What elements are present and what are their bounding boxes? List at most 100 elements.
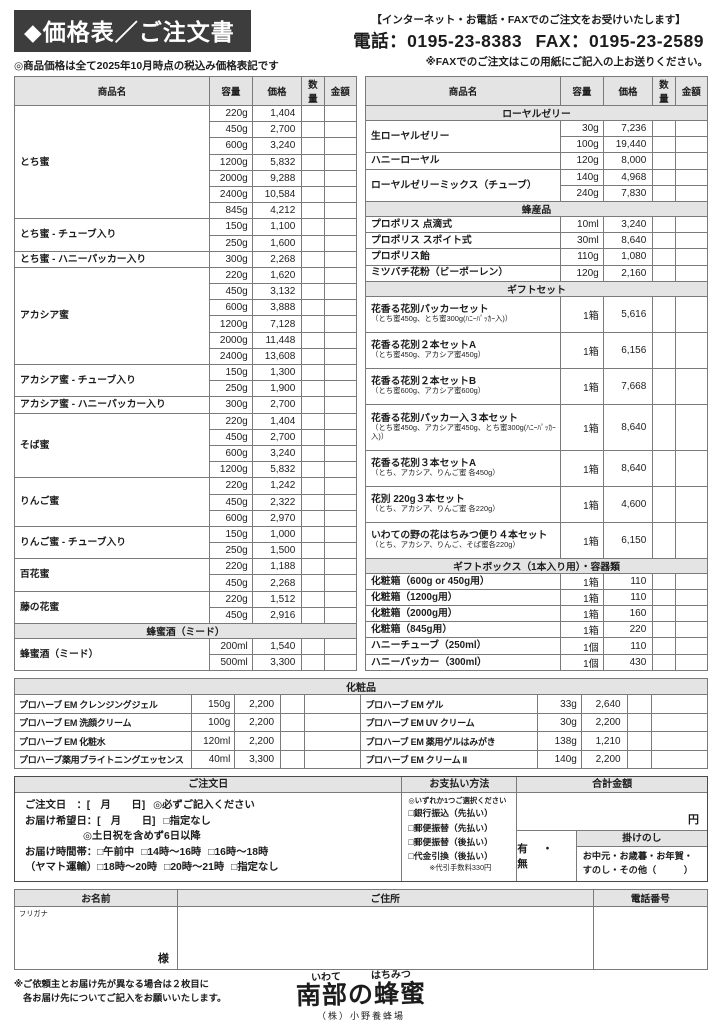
amount-input-cell[interactable] xyxy=(323,428,357,446)
noshi-yes-no-choice[interactable]: 有 ・ 無 xyxy=(517,831,577,882)
quantity-input-cell[interactable] xyxy=(626,749,652,770)
checkbox-delivery-time[interactable]: □指定なし xyxy=(231,862,279,874)
quantity-input-cell[interactable] xyxy=(301,331,325,349)
quantity-input-cell[interactable] xyxy=(301,250,325,268)
quantity-input-cell[interactable] xyxy=(652,331,676,369)
amount-input-cell[interactable] xyxy=(323,493,357,511)
amount-input-cell[interactable] xyxy=(304,694,362,714)
quantity-input-cell[interactable] xyxy=(301,396,325,414)
quantity-input-cell[interactable] xyxy=(301,299,325,317)
amount-input-cell[interactable] xyxy=(674,168,708,186)
delivery-wish-blank[interactable]: [ 月 日] xyxy=(97,815,156,827)
amount-input-cell[interactable] xyxy=(650,712,709,733)
quantity-input-cell[interactable] xyxy=(301,509,325,527)
amount-input-cell[interactable] xyxy=(323,380,357,398)
amount-input-cell[interactable] xyxy=(323,104,357,123)
amount-input-cell[interactable] xyxy=(304,712,362,733)
amount-input-cell[interactable] xyxy=(323,202,357,220)
amount-input-cell[interactable] xyxy=(674,485,708,523)
quantity-input-cell[interactable] xyxy=(301,283,325,301)
quantity-input-cell[interactable] xyxy=(652,168,676,186)
noshi-type-text[interactable]: お中元・お歳暮・お年賀・ すのし・その他（ ） xyxy=(577,847,707,881)
checkbox-delivery-time[interactable]: □18時～20時 xyxy=(97,862,158,874)
quantity-input-cell[interactable] xyxy=(301,185,325,204)
quantity-input-cell[interactable] xyxy=(652,136,676,154)
quantity-input-cell[interactable] xyxy=(301,590,325,608)
amount-input-cell[interactable] xyxy=(674,605,708,623)
quantity-input-cell[interactable] xyxy=(301,104,325,123)
amount-input-cell[interactable] xyxy=(323,654,357,672)
amount-input-cell[interactable] xyxy=(323,606,357,625)
quantity-input-cell[interactable] xyxy=(301,654,325,672)
amount-input-cell[interactable] xyxy=(674,572,708,590)
quantity-input-cell[interactable] xyxy=(652,295,676,333)
amount-input-cell[interactable] xyxy=(323,347,357,366)
checkbox-payment-option[interactable]: □郵便振替（後払い） xyxy=(408,836,493,847)
quantity-input-cell[interactable] xyxy=(652,184,676,202)
quantity-input-cell[interactable] xyxy=(301,428,325,446)
amount-input-cell[interactable] xyxy=(674,449,708,487)
amount-input-cell[interactable] xyxy=(323,558,357,576)
quantity-input-cell[interactable] xyxy=(280,731,306,751)
amount-input-cell[interactable] xyxy=(674,621,708,639)
amount-input-cell[interactable] xyxy=(323,396,357,414)
amount-input-cell[interactable] xyxy=(674,588,708,607)
checkbox-payment-option[interactable]: □郵便振替（先払い） xyxy=(408,822,493,833)
quantity-input-cell[interactable] xyxy=(652,572,676,590)
quantity-input-cell[interactable] xyxy=(652,248,676,266)
quantity-input-cell[interactable] xyxy=(301,266,325,285)
quantity-input-cell[interactable] xyxy=(652,215,676,234)
amount-input-cell[interactable] xyxy=(674,367,708,405)
amount-input-cell[interactable] xyxy=(323,412,357,430)
amount-input-cell[interactable] xyxy=(323,218,357,236)
quantity-input-cell[interactable] xyxy=(280,694,306,714)
quantity-input-cell[interactable] xyxy=(652,621,676,639)
order-date-blank[interactable]: [ 月 日] xyxy=(86,800,146,812)
amount-input-cell[interactable] xyxy=(674,637,708,655)
quantity-input-cell[interactable] xyxy=(301,153,325,171)
amount-input-cell[interactable] xyxy=(674,295,708,333)
amount-input-cell[interactable] xyxy=(323,461,357,479)
quantity-input-cell[interactable] xyxy=(301,525,325,544)
quantity-input-cell[interactable] xyxy=(280,749,306,770)
amount-input-cell[interactable] xyxy=(674,232,708,250)
quantity-input-cell[interactable] xyxy=(652,403,676,451)
amount-input-cell[interactable] xyxy=(323,363,357,382)
quantity-input-cell[interactable] xyxy=(301,121,325,139)
amount-input-cell[interactable] xyxy=(674,653,708,671)
quantity-input-cell[interactable] xyxy=(301,477,325,495)
amount-input-cell[interactable] xyxy=(674,248,708,266)
quantity-input-cell[interactable] xyxy=(301,574,325,592)
quantity-input-cell[interactable] xyxy=(301,169,325,187)
checkbox-no-preference-date[interactable]: □指定なし xyxy=(163,815,211,827)
amount-input-cell[interactable] xyxy=(674,521,708,559)
quantity-input-cell[interactable] xyxy=(652,521,676,559)
amount-input-cell[interactable] xyxy=(304,749,362,770)
amount-input-cell[interactable] xyxy=(674,403,708,451)
amount-input-cell[interactable] xyxy=(323,315,357,333)
amount-input-cell[interactable] xyxy=(323,574,357,592)
amount-input-cell[interactable] xyxy=(650,749,709,770)
amount-input-cell[interactable] xyxy=(650,731,709,751)
quantity-input-cell[interactable] xyxy=(301,444,325,463)
checkbox-delivery-time[interactable]: □16時～18時 xyxy=(208,846,269,858)
amount-input-cell[interactable] xyxy=(323,637,357,656)
quantity-input-cell[interactable] xyxy=(626,694,652,714)
checkbox-delivery-time[interactable]: □14時～16時 xyxy=(141,846,202,858)
total-amount-input-box[interactable]: 円 xyxy=(517,793,707,832)
amount-input-cell[interactable] xyxy=(323,121,357,139)
amount-input-cell[interactable] xyxy=(323,169,357,187)
amount-input-cell[interactable] xyxy=(674,136,708,154)
amount-input-cell[interactable] xyxy=(323,266,357,285)
amount-input-cell[interactable] xyxy=(674,119,708,138)
quantity-input-cell[interactable] xyxy=(301,412,325,430)
quantity-input-cell[interactable] xyxy=(652,232,676,250)
amount-input-cell[interactable] xyxy=(323,477,357,495)
quantity-input-cell[interactable] xyxy=(652,367,676,405)
quantity-input-cell[interactable] xyxy=(301,218,325,236)
amount-input-cell[interactable] xyxy=(323,283,357,301)
quantity-input-cell[interactable] xyxy=(301,606,325,625)
amount-input-cell[interactable] xyxy=(323,331,357,349)
amount-input-cell[interactable] xyxy=(323,153,357,171)
quantity-input-cell[interactable] xyxy=(301,347,325,366)
